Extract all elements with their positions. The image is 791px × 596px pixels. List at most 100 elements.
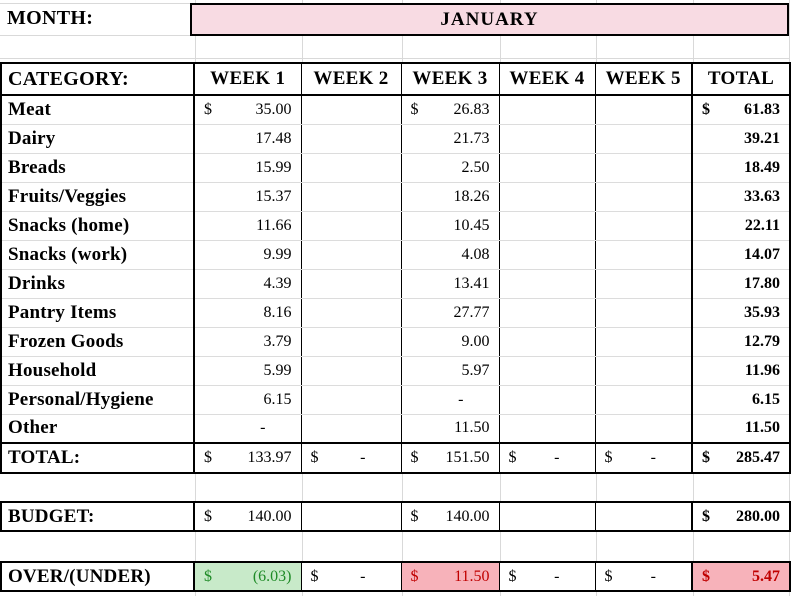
cell-total-week2[interactable]: $ - — [300, 442, 401, 473]
cell-fruits-veggies-total[interactable]: 33.63 — [691, 182, 790, 212]
cell-fruits-veggies-week1[interactable]: 15.37 — [193, 182, 301, 212]
category-label-breads[interactable]: Breads — [1, 153, 194, 183]
cell-fruits-veggies-week4[interactable] — [498, 182, 595, 212]
cell-budget-week2[interactable] — [300, 502, 401, 531]
over-under-label-cell[interactable]: OVER/(UNDER) — [8, 565, 151, 587]
cell-drinks-week4[interactable] — [498, 269, 595, 299]
cell-frozen-goods-week1[interactable]: 3.79 — [193, 327, 301, 357]
cell-snacks-work-week2[interactable] — [300, 240, 401, 270]
cell-other-week2[interactable] — [300, 414, 401, 444]
cell-frozen-goods-total[interactable]: 12.79 — [691, 327, 790, 357]
cell-over-under-total[interactable]: $5.47 — [691, 562, 790, 591]
month-value-cell[interactable]: JANUARY — [190, 3, 789, 36]
cell-snacks-home-week2[interactable] — [300, 211, 401, 241]
cell-pantry-items-week1[interactable]: 8.16 — [193, 298, 301, 328]
col-header-total[interactable]: TOTAL — [691, 63, 790, 96]
category-label-frozen-goods[interactable]: Frozen Goods — [1, 327, 194, 357]
cell-over-under-week1[interactable]: $ (6.03) — [193, 562, 301, 591]
cell-fruits-veggies-week2[interactable] — [300, 182, 401, 212]
cell-meat-week5[interactable] — [594, 95, 692, 125]
category-label-dairy[interactable]: Dairy — [1, 124, 194, 154]
cell-personal-hygiene-week3[interactable]: - — [400, 385, 499, 415]
cell-snacks-home-week3[interactable]: 10.45 — [400, 211, 499, 241]
cell-total-week5[interactable]: $ - — [594, 442, 692, 473]
category-label-pantry-items[interactable]: Pantry Items — [1, 298, 194, 328]
cell-breads-total[interactable]: 18.49 — [691, 153, 790, 183]
cell-snacks-work-week4[interactable] — [498, 240, 595, 270]
cell-dairy-week5[interactable] — [594, 124, 692, 154]
cell-frozen-goods-week3[interactable]: 9.00 — [400, 327, 499, 357]
cell-budget-week4[interactable] — [498, 502, 595, 531]
cell-snacks-home-week5[interactable] — [594, 211, 692, 241]
cell-pantry-items-total[interactable]: 35.93 — [691, 298, 790, 328]
cell-household-week5[interactable] — [594, 356, 692, 386]
cell-frozen-goods-week5[interactable] — [594, 327, 692, 357]
cell-personal-hygiene-total[interactable]: 6.15 — [691, 385, 790, 415]
cell-snacks-work-week5[interactable] — [594, 240, 692, 270]
cell-household-week4[interactable] — [498, 356, 595, 386]
cell-dairy-total[interactable]: 39.21 — [691, 124, 790, 154]
category-label-drinks[interactable]: Drinks — [1, 269, 194, 299]
cell-breads-week4[interactable] — [498, 153, 595, 183]
cell-pantry-items-week3[interactable]: 27.77 — [400, 298, 499, 328]
category-label-snacks-home[interactable]: Snacks (home) — [1, 211, 194, 241]
col-header-week-1[interactable]: WEEK 1 — [193, 63, 301, 96]
cell-drinks-week3[interactable]: 13.41 — [400, 269, 499, 299]
cell-personal-hygiene-week1[interactable]: 6.15 — [193, 385, 301, 415]
cell-meat-total[interactable]: $61.83 — [691, 95, 790, 125]
cell-frozen-goods-week2[interactable] — [300, 327, 401, 357]
cell-personal-hygiene-week4[interactable] — [498, 385, 595, 415]
cell-meat-week1[interactable]: $35.00 — [193, 95, 301, 125]
cell-total-week1[interactable]: $133.97 — [193, 442, 301, 473]
cell-personal-hygiene-week5[interactable] — [594, 385, 692, 415]
budget-label-cell[interactable]: BUDGET: — [8, 505, 95, 527]
cell-total-week3[interactable]: $151.50 — [400, 442, 499, 473]
cell-personal-hygiene-week2[interactable] — [300, 385, 401, 415]
category-column-header[interactable]: CATEGORY: — [1, 63, 194, 96]
cell-meat-week3[interactable]: $26.83 — [400, 95, 499, 125]
cell-snacks-work-total[interactable]: 14.07 — [691, 240, 790, 270]
cell-over-under-week3[interactable]: $11.50 — [400, 562, 499, 591]
cell-snacks-home-total[interactable]: 22.11 — [691, 211, 790, 241]
cell-breads-week3[interactable]: 2.50 — [400, 153, 499, 183]
cell-total-week4[interactable]: $ - — [498, 442, 595, 473]
cell-dairy-week4[interactable] — [498, 124, 595, 154]
cell-pantry-items-week5[interactable] — [594, 298, 692, 328]
cell-other-week3[interactable]: 11.50 — [400, 414, 499, 444]
category-label-other[interactable]: Other — [1, 414, 194, 444]
cell-budget-week5[interactable] — [594, 502, 692, 531]
cell-drinks-total[interactable]: 17.80 — [691, 269, 790, 299]
col-header-week-2[interactable]: WEEK 2 — [300, 63, 401, 96]
cell-other-total[interactable]: 11.50 — [691, 414, 790, 444]
cell-dairy-week1[interactable]: 17.48 — [193, 124, 301, 154]
cell-meat-week4[interactable] — [498, 95, 595, 125]
col-header-week-4[interactable]: WEEK 4 — [498, 63, 595, 96]
cell-breads-week2[interactable] — [300, 153, 401, 183]
cell-over-under-week4[interactable]: $ - — [498, 562, 595, 591]
cell-pantry-items-week4[interactable] — [498, 298, 595, 328]
col-header-week-3[interactable]: WEEK 3 — [400, 63, 499, 96]
cell-breads-week1[interactable]: 15.99 — [193, 153, 301, 183]
cell-other-week4[interactable] — [498, 414, 595, 444]
cell-drinks-week2[interactable] — [300, 269, 401, 299]
cell-household-week2[interactable] — [300, 356, 401, 386]
cell-over-under-week2[interactable]: $ - — [300, 562, 401, 591]
category-label-snacks-work[interactable]: Snacks (work) — [1, 240, 194, 270]
cell-snacks-home-week1[interactable]: 11.66 — [193, 211, 301, 241]
cell-snacks-work-week3[interactable]: 4.08 — [400, 240, 499, 270]
cell-dairy-week2[interactable] — [300, 124, 401, 154]
category-label-meat[interactable]: Meat — [1, 95, 194, 125]
cell-budget-total[interactable]: $280.00 — [691, 502, 790, 531]
cell-fruits-veggies-week3[interactable]: 18.26 — [400, 182, 499, 212]
cell-household-week1[interactable]: 5.99 — [193, 356, 301, 386]
total-label-cell[interactable]: TOTAL: — [1, 442, 194, 473]
cell-meat-week2[interactable] — [300, 95, 401, 125]
cell-snacks-work-week1[interactable]: 9.99 — [193, 240, 301, 270]
category-label-fruits-veggies[interactable]: Fruits/Veggies — [1, 182, 194, 212]
cell-drinks-week5[interactable] — [594, 269, 692, 299]
cell-budget-week3[interactable]: $140.00 — [400, 502, 499, 531]
cell-dairy-week3[interactable]: 21.73 — [400, 124, 499, 154]
cell-household-total[interactable]: 11.96 — [691, 356, 790, 386]
cell-frozen-goods-week4[interactable] — [498, 327, 595, 357]
cell-other-week1[interactable]: - — [193, 414, 301, 444]
